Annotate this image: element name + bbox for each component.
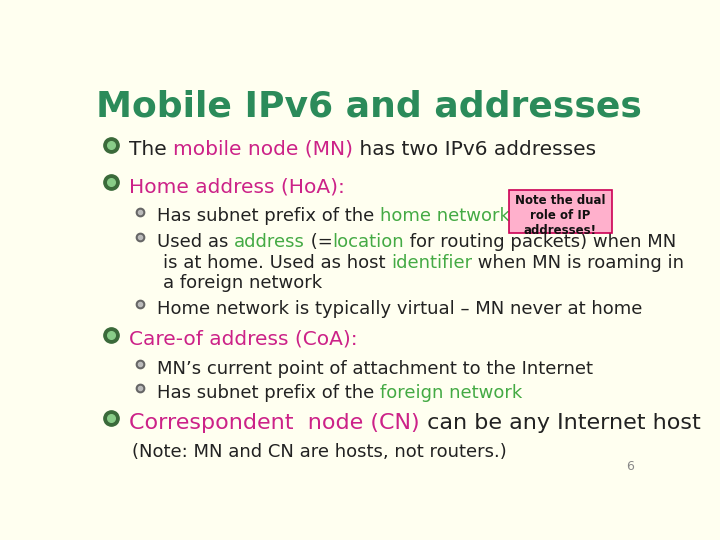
Text: Home address (HoA):: Home address (HoA): <box>129 177 345 196</box>
Text: (=: (= <box>305 233 333 251</box>
Text: address: address <box>234 233 305 251</box>
Text: Has subnet prefix of the: Has subnet prefix of the <box>157 207 380 225</box>
FancyBboxPatch shape <box>508 190 612 233</box>
Text: Used as: Used as <box>157 233 234 251</box>
Text: foreign network: foreign network <box>380 384 522 402</box>
Text: Care-of address (CoA):: Care-of address (CoA): <box>129 329 358 349</box>
Text: Home network is typically virtual – MN never at home: Home network is typically virtual – MN n… <box>157 300 642 318</box>
Text: is at home. Used as host: is at home. Used as host <box>163 254 391 272</box>
Text: Note the dual
role of IP
addresses!: Note the dual role of IP addresses! <box>515 194 606 237</box>
Text: for routing packets) when MN: for routing packets) when MN <box>405 233 677 251</box>
Text: (Note: MN and CN are hosts, not routers.): (Note: MN and CN are hosts, not routers.… <box>132 443 507 461</box>
Text: Has subnet prefix of the: Has subnet prefix of the <box>157 384 380 402</box>
Text: has two IPv6 addresses: has two IPv6 addresses <box>354 140 596 159</box>
Text: when MN is roaming in: when MN is roaming in <box>472 254 684 272</box>
Text: 6: 6 <box>626 460 634 473</box>
Text: The: The <box>129 140 174 159</box>
Text: MN’s current point of attachment to the Internet: MN’s current point of attachment to the … <box>157 360 593 377</box>
Text: home network: home network <box>380 207 510 225</box>
Text: a foreign network: a foreign network <box>163 274 322 292</box>
Text: can be any Internet host: can be any Internet host <box>420 413 701 433</box>
Text: Mobile IPv6 and addresses: Mobile IPv6 and addresses <box>96 90 642 124</box>
Text: location: location <box>333 233 405 251</box>
Text: Correspondent  node (CN): Correspondent node (CN) <box>129 413 420 433</box>
Text: identifier: identifier <box>391 254 472 272</box>
Text: mobile node (MN): mobile node (MN) <box>174 140 354 159</box>
